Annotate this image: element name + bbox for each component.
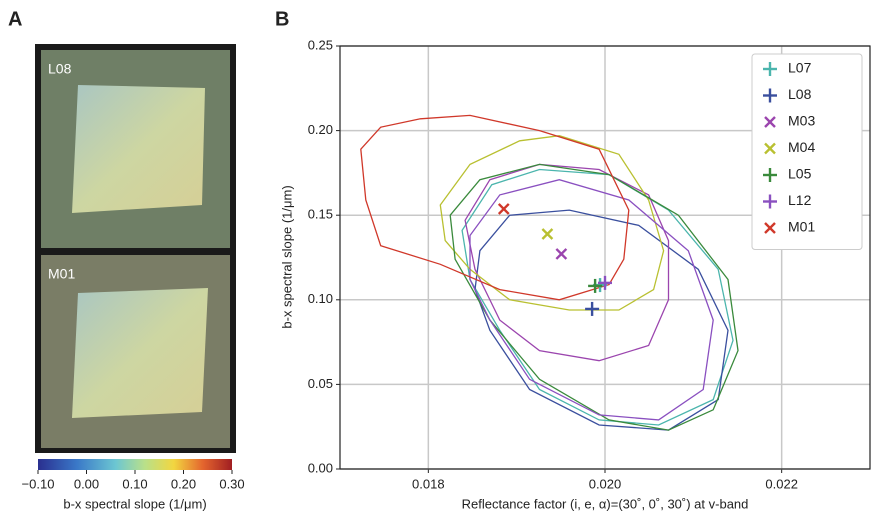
x-tick-label: 0.022 (765, 476, 798, 491)
contour (469, 179, 714, 421)
legend-marker (763, 62, 777, 76)
legend-marker (763, 88, 777, 103)
colorbar-tick-label: 0.30 (219, 476, 244, 491)
contour (474, 209, 729, 431)
legend-box (751, 53, 863, 250)
contour (439, 135, 665, 311)
colorbar-label: b-x spectral slope (1/μm) (63, 496, 206, 511)
legend-marker (764, 142, 776, 155)
legend-marker (764, 116, 776, 128)
marker-stroke (541, 228, 554, 240)
image-label: M01 (48, 266, 75, 282)
point (555, 248, 568, 260)
marker-stroke (764, 222, 776, 234)
y-tick-label: 0.25 (308, 37, 333, 52)
plot-frame (339, 45, 871, 470)
sample-area (72, 288, 208, 418)
y-tick-label: 0.05 (308, 376, 333, 391)
x-tick-label: 0.020 (589, 476, 622, 491)
contour (464, 163, 670, 362)
x-axis-label: Reflectance factor (i, e, α)=(30˚, 0˚, 3… (462, 496, 749, 511)
marker-stroke (764, 142, 776, 155)
y-tick-label: 0.10 (308, 291, 333, 306)
marker-stroke (764, 116, 776, 128)
y-axis-label: b-x spectral slope (1/μm) (279, 185, 294, 328)
y-tick-label: 0.00 (308, 460, 333, 475)
y-tick-label: 0.20 (308, 122, 333, 137)
image-label: L08 (48, 61, 72, 77)
sample-area (72, 85, 205, 213)
colorbar-tick-label: 0.20 (171, 476, 196, 491)
colorbar-tick-label: −0.10 (22, 476, 55, 491)
legend-label: L07 (788, 60, 812, 76)
legend-marker (763, 168, 777, 182)
colorbar-tick-label: 0.10 (122, 476, 147, 491)
marker-stroke (555, 248, 568, 260)
legend-label: L05 (788, 166, 812, 182)
point (497, 203, 510, 215)
contour (449, 163, 739, 431)
legend-label: L12 (788, 192, 812, 208)
legend-marker (764, 222, 776, 234)
point (585, 301, 600, 316)
panel-label: B (275, 8, 289, 30)
legend-label: M04 (788, 139, 815, 155)
contour (360, 114, 630, 301)
panel-label: A (8, 8, 22, 30)
marker-stroke (497, 203, 510, 215)
colorbar (38, 459, 232, 470)
x-tick-label: 0.018 (412, 476, 445, 491)
point (598, 275, 612, 290)
point (588, 278, 603, 293)
legend-marker (763, 194, 777, 209)
colorbar-tick-label: 0.00 (74, 476, 99, 491)
legend-label: M03 (788, 113, 815, 129)
legend-label: M01 (788, 219, 815, 235)
point (541, 228, 554, 240)
y-tick-label: 0.15 (308, 207, 333, 222)
legend-label: L08 (788, 86, 812, 102)
